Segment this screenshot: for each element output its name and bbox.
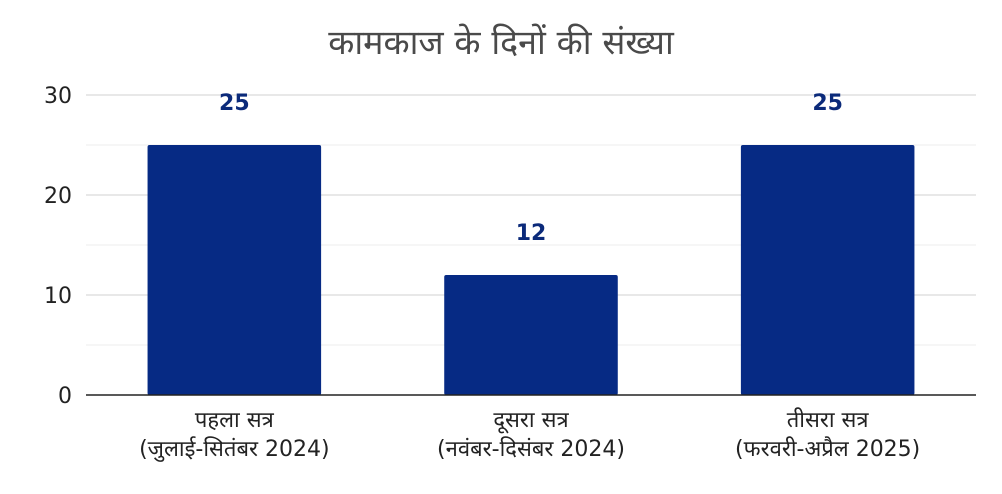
bar (740, 145, 915, 395)
x-category-label: पहला सत्र (195, 408, 275, 433)
y-tick-label: 10 (44, 284, 72, 309)
bar (147, 145, 322, 395)
y-tick-label: 20 (44, 184, 72, 209)
chart-title: कामकाज के दिनों की संख्या (328, 23, 675, 63)
x-category-label: (फरवरी-अप्रैल 2025) (735, 436, 920, 462)
y-tick-label: 30 (44, 84, 72, 109)
bar (444, 275, 618, 395)
data-label: 25 (812, 91, 843, 116)
data-label: 12 (516, 221, 547, 246)
data-label: 25 (219, 91, 250, 116)
y-axis-ticks: 0 10 20 30 (44, 84, 72, 409)
x-category-label: (जुलाई-सितंबर 2024) (139, 436, 330, 462)
data-labels: 25 12 25 (219, 91, 843, 246)
x-category-label: दूसरा सत्र (493, 408, 569, 434)
x-axis-labels: पहला सत्र (जुलाई-सितंबर 2024) दूसरा सत्र(न… (139, 407, 920, 462)
bars (147, 145, 915, 395)
y-tick-label: 0 (58, 384, 72, 409)
x-category-label: तीसरा सत्र (787, 407, 870, 433)
x-category-label: (नवंबर-दिसंबर 2024) (437, 436, 625, 462)
